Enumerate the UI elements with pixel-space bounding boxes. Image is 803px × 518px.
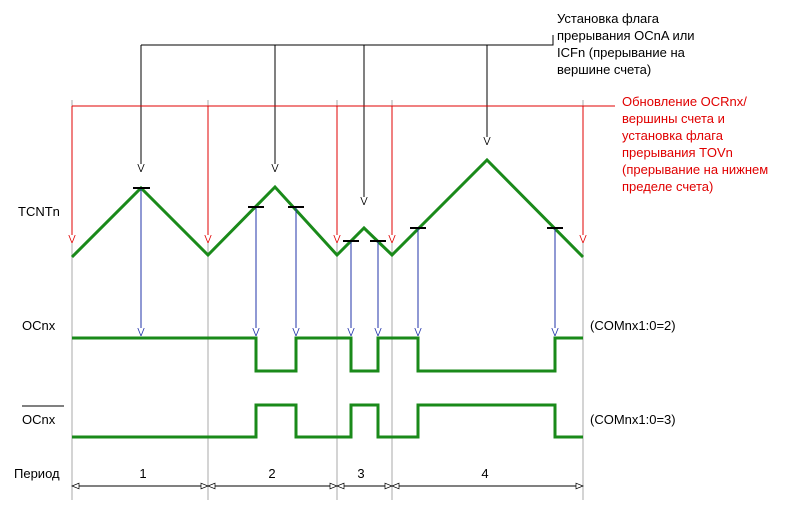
signal-label: OCnx <box>22 412 56 427</box>
red-note-line: установка флага <box>622 128 724 143</box>
red-note-line: прерывания TOVn <box>622 145 733 160</box>
top-note-line: прерывания OCnA или <box>557 28 695 43</box>
period-number: 4 <box>481 466 488 481</box>
ocnx-wave <box>72 336 583 373</box>
period-number: 2 <box>268 466 275 481</box>
period-number: 1 <box>139 466 146 481</box>
red-note-line: пределе счета) <box>622 179 713 194</box>
mode-label: (COMnx1:0=3) <box>590 412 676 427</box>
ocnx-inv-wave <box>72 403 583 439</box>
red-arrows <box>72 105 615 243</box>
top-note-line: вершине счета) <box>557 62 651 77</box>
mode-label: (COMnx1:0=2) <box>590 318 676 333</box>
signal-label: TCNTn <box>18 204 60 219</box>
signal-label: OCnx <box>22 318 56 333</box>
period-label: Период <box>14 466 60 481</box>
red-note-line: вершины счета и <box>622 111 725 126</box>
top-note-line: ICFn (прерывание на <box>557 45 686 60</box>
compare-marks <box>133 187 563 242</box>
top-arrows <box>141 35 554 205</box>
tcnt-wave <box>70 157 585 259</box>
blue-arrows <box>141 189 555 336</box>
red-note-line: Обновление OCRnx/ <box>622 94 747 109</box>
red-note-line: (прерывание на нижнем <box>622 162 768 177</box>
grid-lines <box>71 100 584 500</box>
top-note-line: Установка флага <box>557 11 660 26</box>
period-number: 3 <box>357 466 364 481</box>
